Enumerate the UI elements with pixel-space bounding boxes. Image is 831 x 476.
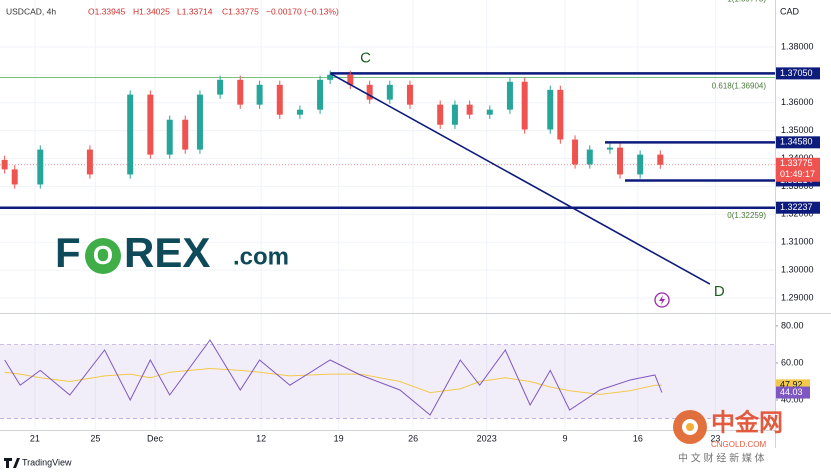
x-tick-label: 25 (90, 433, 100, 443)
fib-label: 0.618(1.36904) (712, 82, 767, 91)
symbol: USDCAD, 4h (6, 6, 56, 16)
y-tick-label: 40.00 (781, 394, 804, 404)
trendline (329, 72, 711, 285)
level-label: 1.34580 (780, 137, 813, 147)
x-tick-label: 16 (633, 433, 643, 443)
level-label: 1.37050 (780, 68, 813, 78)
y-tick-label: 1.36000 (781, 97, 814, 107)
candle-body (486, 109, 493, 115)
candle-body (366, 84, 373, 100)
candle-body (606, 147, 613, 150)
last-value-label: 44.03 (780, 387, 803, 397)
candle-body (657, 154, 664, 165)
alert-icon (654, 292, 670, 308)
rsi-line (4, 339, 663, 416)
currency: CAD (780, 6, 800, 16)
current-price-label: 1.33775 (780, 158, 813, 168)
logo-f: F (55, 229, 81, 276)
candle-body (547, 89, 554, 130)
y-tick-label: 1.29000 (781, 292, 814, 302)
y-tick-label: 80.00 (781, 320, 804, 330)
header: USDCAD, 4h O1.33945 H1.34025 L1.33714 C1… (6, 6, 339, 16)
trendline-label: D (714, 283, 725, 300)
level-label-box (776, 136, 820, 149)
watermark-name: 中金网 (711, 408, 783, 436)
candle-body (637, 154, 644, 175)
x-tick-label: Dec (147, 433, 164, 443)
candle-body (586, 149, 593, 165)
countdown-label: 01:49:17 (780, 169, 815, 179)
level-label: 1.32237 (780, 202, 813, 212)
candle-body (557, 89, 564, 140)
candle-body (617, 147, 623, 175)
candle-body (296, 109, 303, 115)
candle-body (166, 119, 173, 155)
candle-body (37, 149, 44, 185)
candle-body (11, 169, 18, 185)
candle-body (451, 104, 458, 125)
current-price-box (776, 157, 820, 182)
last-value-box (776, 386, 810, 399)
fib-label: 1(1.39773) (727, 0, 766, 4)
x-tick-label: 21 (30, 433, 40, 443)
logo-rex: REX (124, 229, 210, 276)
candle-body (237, 79, 244, 105)
rsi-line (4, 367, 662, 395)
fib-label: 0(1.32259) (727, 211, 766, 220)
y-tick-label: 1.30000 (781, 265, 814, 275)
candle-body (217, 79, 224, 95)
watermark-tagline: 中 文 财 经 新 媒 体 (678, 452, 765, 465)
ohlc-low: L1.33714 (177, 6, 213, 16)
watermark: 中金网 CNGOLD.COM 中 文 财 经 新 媒 体 (673, 408, 783, 465)
candle-body (572, 139, 579, 165)
logo-o: O (93, 240, 113, 270)
x-tick-label: 19 (334, 433, 344, 443)
overlay: 1.370501.345801.332141.322371.3377501:49… (776, 67, 820, 399)
candle-body (466, 104, 473, 115)
trendline-label: C (360, 49, 371, 66)
candle-body (276, 84, 283, 115)
rsi-band (0, 344, 775, 419)
candle-body (86, 149, 93, 175)
y-tick-label: 1.35000 (781, 125, 814, 135)
watermark-site: CNGOLD.COM (711, 440, 766, 449)
brand-logo: F O REX .com (55, 229, 289, 276)
ohlc-change: −0.00170 (−0.13%) (266, 6, 339, 16)
x-tick-label: 23 (710, 433, 720, 443)
candle-body (506, 81, 513, 110)
candle-body (317, 79, 324, 110)
ohlc-open: O1.33945 (88, 6, 126, 16)
ohlc-high: H1.34025 (133, 6, 170, 16)
logo-o-circle (85, 238, 121, 274)
candle-body (406, 84, 413, 105)
candle-body (327, 74, 334, 80)
last-value-label: 47.92 (780, 380, 803, 390)
x-tick-label: 12 (256, 433, 266, 443)
candle-body (256, 84, 263, 105)
level-label-box (776, 67, 820, 80)
y-tick-label: 60.00 (781, 357, 804, 367)
candle-body (182, 119, 189, 150)
candle-body (127, 94, 134, 175)
y-tick-label: 1.38000 (781, 41, 814, 51)
y-tick-label: 1.31000 (781, 237, 814, 247)
tradingview-text: TradingView (22, 457, 72, 467)
x-tick-label: 2023 (477, 433, 497, 443)
level-label-box (776, 201, 820, 214)
logo-com: .com (233, 243, 289, 270)
tradingview-brand: TradingView (4, 457, 72, 468)
candle-body (147, 94, 154, 155)
x-tick-label: 9 (562, 433, 567, 443)
candle-body (521, 81, 528, 130)
ohlc-close: C1.33775 (222, 6, 259, 16)
candle-body (386, 84, 393, 100)
candle-body (347, 74, 354, 85)
x-tick-label: 26 (408, 433, 418, 443)
candle-body (1, 159, 8, 170)
candle-body (196, 94, 203, 150)
candle-body (437, 104, 444, 125)
